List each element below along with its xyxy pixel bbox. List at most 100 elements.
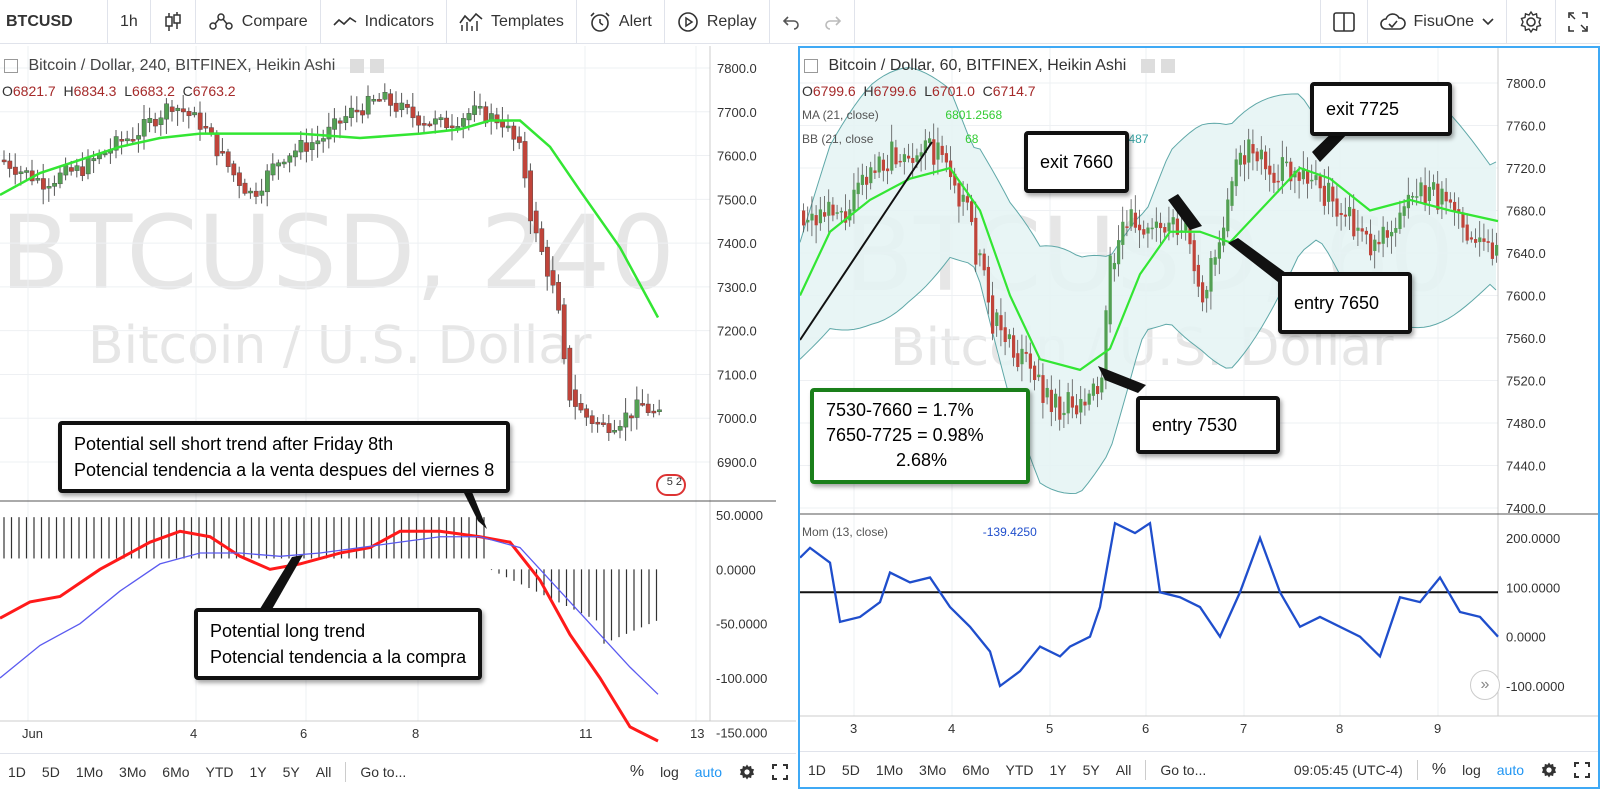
settings-small-icon[interactable] — [370, 58, 385, 73]
candle-body — [466, 113, 472, 121]
candle-body — [371, 99, 377, 102]
legend-collapse-icon[interactable] — [4, 58, 18, 73]
candle-body — [539, 228, 545, 252]
range-button-3mo[interactable]: 3Mo — [919, 761, 947, 778]
clock-readout[interactable]: 09:05:45 (UTC-4) — [1293, 761, 1403, 778]
candle-body — [634, 399, 640, 418]
time-tick-label: Jun — [22, 726, 43, 741]
mom-legend[interactable]: Mom (13, close) -139.4250 — [802, 525, 1037, 539]
candle-body — [287, 155, 293, 163]
range-button-5y[interactable]: 5Y — [282, 763, 300, 780]
range-button-6mo[interactable]: 6Mo — [962, 761, 990, 778]
chart-style-button[interactable] — [151, 0, 196, 44]
fullscreen-icon[interactable] — [1566, 761, 1598, 778]
ma-legend[interactable]: MA (21, close) 6801.2568 — [802, 108, 1003, 122]
oscillator-tick-label: 50.0000 — [716, 508, 763, 523]
left-log-toggle[interactable]: log — [660, 763, 679, 780]
candle-body — [1075, 405, 1079, 415]
visibility-icon[interactable] — [1140, 58, 1155, 73]
fullscreen-button[interactable] — [1556, 0, 1600, 44]
range-button-1mo[interactable]: 1Mo — [875, 761, 904, 778]
fullscreen-icon[interactable] — [764, 763, 796, 780]
profit-summary-box: 7530-7660 = 1.7% 7650-7725 = 0.98% 2.68% — [810, 388, 1030, 484]
left-chart-pane[interactable]: BTCUSD, 240 Bitcoin / U.S. Dollar 7800.0… — [0, 46, 796, 789]
cloud-account-button[interactable]: FisuOne — [1368, 0, 1507, 44]
candle-body — [1020, 348, 1024, 365]
candle-body — [52, 182, 58, 187]
price-tick-label: 7200.0 — [717, 324, 757, 339]
candle-body — [1171, 217, 1175, 225]
candle-body — [1184, 222, 1188, 231]
events-badge[interactable]: 5 2 — [656, 474, 686, 496]
range-button-1y[interactable]: 1Y — [1049, 761, 1067, 778]
indicators-button[interactable]: Indicators — [321, 0, 447, 44]
time-tick-label: 8 — [412, 726, 419, 741]
right-chart-pane[interactable]: BTCUSD, 60 Bitcoin / U.S. Dollar 7800.07… — [798, 46, 1600, 789]
candle-body — [970, 201, 974, 223]
right-price-chart[interactable]: 7800.07760.07720.07680.07640.07600.07560… — [800, 48, 1598, 751]
candle-body — [601, 422, 606, 425]
range-button-6mo[interactable]: 6Mo — [162, 763, 190, 780]
alert-button[interactable]: Alert — [577, 0, 665, 44]
candle-body — [1058, 396, 1062, 420]
bb-legend[interactable]: BB (21, close 68 18.2487 — [802, 132, 1149, 146]
gear-icon[interactable] — [730, 763, 764, 781]
range-button-ytd[interactable]: YTD — [1005, 761, 1034, 778]
templates-button[interactable]: Templates — [447, 0, 577, 44]
candle-body — [1112, 262, 1116, 270]
range-button-ytd[interactable]: YTD — [205, 763, 234, 780]
visibility-icon[interactable] — [349, 58, 364, 73]
range-button-1d[interactable]: 1D — [8, 763, 26, 780]
range-button-1d[interactable]: 1D — [808, 761, 826, 778]
left-percent-toggle[interactable]: % — [629, 762, 645, 780]
replay-button[interactable]: Replay — [665, 0, 770, 44]
right-goto-button[interactable]: Go to... — [1160, 761, 1207, 778]
left-auto-toggle[interactable]: auto — [694, 763, 722, 780]
settings-small-icon[interactable] — [1161, 58, 1176, 73]
candle-body — [827, 201, 831, 216]
candle-body — [444, 117, 449, 129]
candle-body — [1394, 228, 1398, 233]
gear-icon[interactable] — [1532, 761, 1566, 779]
candle-body — [528, 170, 534, 222]
candle-body — [1318, 176, 1322, 189]
range-button-5d[interactable]: 5D — [841, 761, 860, 778]
range-button-5d[interactable]: 5D — [41, 763, 60, 780]
price-tick-label: 7480.0 — [1506, 416, 1546, 431]
scroll-to-realtime-button[interactable]: » — [1470, 670, 1500, 700]
compare-button[interactable]: Compare — [196, 0, 321, 44]
candle-body — [1167, 222, 1171, 232]
right-percent-toggle[interactable]: % — [1431, 760, 1447, 778]
range-button-5y[interactable]: 5Y — [1082, 761, 1100, 778]
candle-body — [1453, 201, 1457, 211]
left-goto-button[interactable]: Go to... — [360, 763, 407, 780]
range-button-3mo[interactable]: 3Mo — [119, 763, 147, 780]
interval-button[interactable]: 1h — [108, 0, 151, 44]
range-button-1y[interactable]: 1Y — [249, 763, 267, 780]
layout-button[interactable] — [1321, 0, 1368, 44]
range-button-all[interactable]: All — [315, 763, 332, 780]
candle-body — [24, 170, 29, 173]
candle-body — [1419, 182, 1423, 197]
range-button-1mo[interactable]: 1Mo — [75, 763, 104, 780]
candle-body — [164, 103, 169, 120]
candle-body — [1251, 144, 1255, 154]
candle-body — [869, 167, 873, 184]
candle-body — [1230, 181, 1234, 206]
symbol-search[interactable]: BTCUSD — [0, 0, 108, 44]
right-auto-toggle[interactable]: auto — [1496, 761, 1524, 778]
candle-body — [1, 159, 7, 163]
range-button-all[interactable]: All — [1115, 761, 1132, 778]
fullscreen-icon — [1568, 11, 1588, 32]
settings-button[interactable] — [1507, 0, 1556, 44]
legend-collapse-icon[interactable] — [804, 58, 818, 73]
time-tick-label: 8 — [1336, 721, 1343, 736]
right-range-buttons: 1D 5D 1Mo 3Mo 6Mo YTD 1Y 5Y All — [800, 762, 1139, 778]
left-price-chart[interactable]: 7800.0 7700.0 7600.0 7500.0 7400.0 7300.0 7200… — [0, 46, 796, 753]
price-tick-label: 7600.0 — [717, 149, 757, 164]
right-log-toggle[interactable]: log — [1462, 761, 1481, 778]
redo-button[interactable] — [812, 0, 855, 44]
undo-button[interactable] — [770, 0, 812, 44]
candle-body — [802, 210, 806, 226]
candle-body — [360, 110, 365, 116]
